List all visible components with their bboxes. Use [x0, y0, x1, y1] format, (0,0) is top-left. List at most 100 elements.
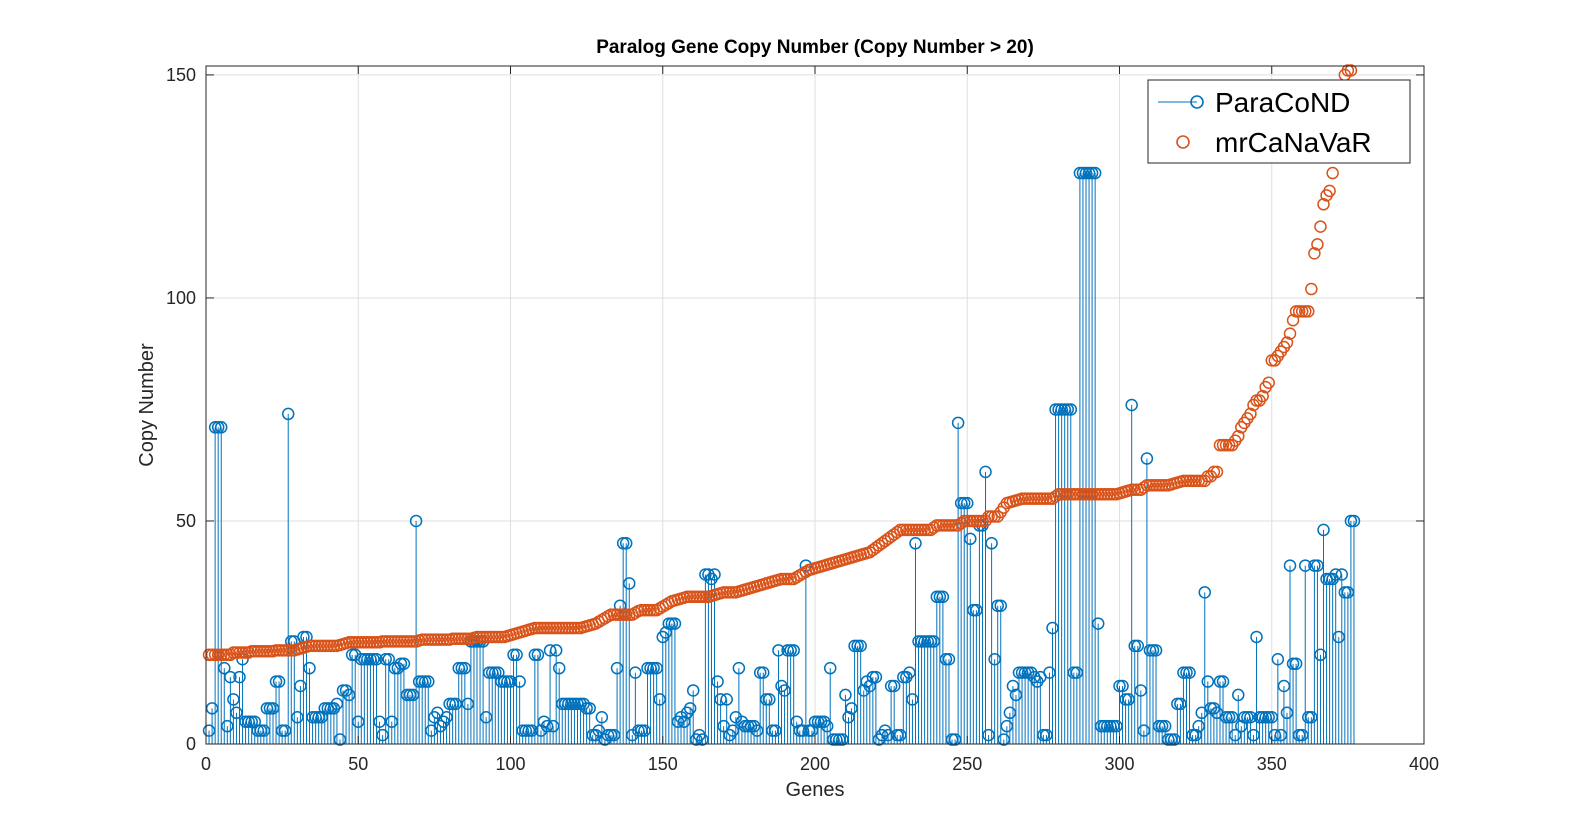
paracond-point — [1295, 728, 1309, 742]
mrcanavar-point — [918, 523, 931, 537]
mrcanavar-point — [415, 633, 429, 646]
paracond-point — [227, 693, 240, 706]
mrcanavar-point — [1326, 166, 1339, 180]
paracond-point — [1308, 559, 1321, 572]
mrcanavar-point — [227, 646, 240, 659]
mrcanavar-point — [202, 648, 216, 662]
mrcanavar-point — [686, 590, 700, 604]
paracond-point — [275, 724, 289, 737]
mrcanavar-point — [1091, 487, 1105, 501]
paracond-point — [683, 702, 697, 715]
paracond-point — [738, 719, 752, 733]
paracond-point — [1259, 710, 1272, 724]
paracond-point — [1238, 710, 1251, 724]
paracond-markers — [202, 166, 1361, 746]
paracond-point — [948, 733, 962, 746]
x-tick-label: 350 — [1257, 754, 1287, 774]
paracond-point — [333, 733, 347, 746]
paracond-point — [982, 728, 995, 742]
paracond-point — [501, 675, 514, 688]
paracond-point — [936, 590, 950, 604]
paracond-point — [607, 728, 621, 742]
mrcanavar-point — [1186, 474, 1199, 488]
paracond-point — [610, 661, 624, 675]
paracond-point — [616, 537, 630, 550]
mrcanavar-point — [1049, 490, 1062, 503]
mrcanavar-point — [406, 635, 420, 648]
paracond-point — [1158, 719, 1172, 733]
mrcanavar-point — [1031, 492, 1044, 505]
paracond-point — [769, 724, 782, 737]
paracond-point — [1228, 728, 1242, 742]
paracond-point — [422, 675, 435, 688]
mrcanavar-point — [1140, 479, 1154, 492]
paracond-point — [766, 724, 779, 737]
paracond-point — [1104, 719, 1117, 733]
mrcanavar-point — [379, 635, 392, 648]
mrcanavar-point — [689, 590, 703, 604]
paracond-point — [1262, 710, 1275, 724]
paracond-point — [720, 693, 733, 706]
paracond-point — [1079, 166, 1093, 180]
paracond-point — [912, 635, 925, 648]
paracond-point — [211, 421, 225, 434]
mrcanavar-point — [696, 590, 709, 604]
paracond-point — [1088, 166, 1102, 180]
mrcanavar-point — [1189, 474, 1202, 488]
paracond-point — [251, 724, 265, 737]
paracond-point — [1000, 719, 1014, 733]
paracond-point — [455, 661, 469, 675]
paracond-point — [1070, 666, 1084, 679]
mrcanavar-point — [540, 621, 554, 635]
mrcanavar-point — [1344, 64, 1358, 77]
mrcanavar-point — [1210, 465, 1224, 479]
paracond-point — [954, 496, 968, 510]
mrcanavar-point — [726, 586, 740, 599]
paracond-point — [583, 702, 596, 715]
paracond-point — [1335, 568, 1349, 581]
mrcanavar-point — [473, 630, 487, 644]
paracond-point — [1219, 710, 1233, 724]
paracond-point — [394, 657, 408, 670]
paracond-point — [318, 702, 332, 715]
paracond-point — [382, 653, 395, 666]
paracond-point — [452, 661, 465, 675]
paracond-point — [796, 724, 810, 737]
paracond-point — [1201, 675, 1215, 688]
paracond-point — [543, 644, 557, 657]
mrcanavar-point — [894, 523, 907, 537]
paracond-point — [653, 693, 666, 706]
mrcanavar-point — [318, 639, 332, 653]
mrcanavar-point — [1073, 487, 1087, 501]
paracond-point — [763, 693, 776, 706]
paracond-point — [412, 675, 426, 688]
mrcanavar-point — [324, 639, 338, 653]
paracond-point — [623, 577, 636, 590]
mrcanavar-point — [909, 523, 922, 537]
paracond-point — [352, 715, 365, 728]
mrcanavar-point — [942, 519, 956, 532]
paracond-point — [528, 648, 542, 662]
mrcanavar-point — [397, 635, 411, 648]
paracond-point — [443, 697, 456, 711]
mrcanavar-point — [224, 648, 237, 662]
mrcanavar-point — [285, 644, 298, 657]
paracond-point — [1165, 733, 1178, 746]
paracond-point — [504, 675, 517, 688]
paracond-point — [224, 670, 237, 684]
paracond-point — [869, 670, 883, 684]
paracond-point — [440, 710, 453, 724]
paracond-point — [881, 728, 895, 742]
mrcanavar-point — [936, 519, 950, 532]
mrcanavar-point — [543, 621, 557, 635]
legend-mrcanavar-marker — [1176, 135, 1190, 149]
paracond-point — [546, 719, 560, 733]
paracond-point — [446, 697, 459, 711]
paracond-point — [1186, 728, 1199, 742]
mrcanavar-point — [446, 632, 459, 645]
paracond-point — [961, 496, 974, 510]
paracond-point — [1107, 719, 1120, 733]
paracond-point — [909, 537, 922, 550]
mrcanavar-point — [607, 608, 621, 621]
